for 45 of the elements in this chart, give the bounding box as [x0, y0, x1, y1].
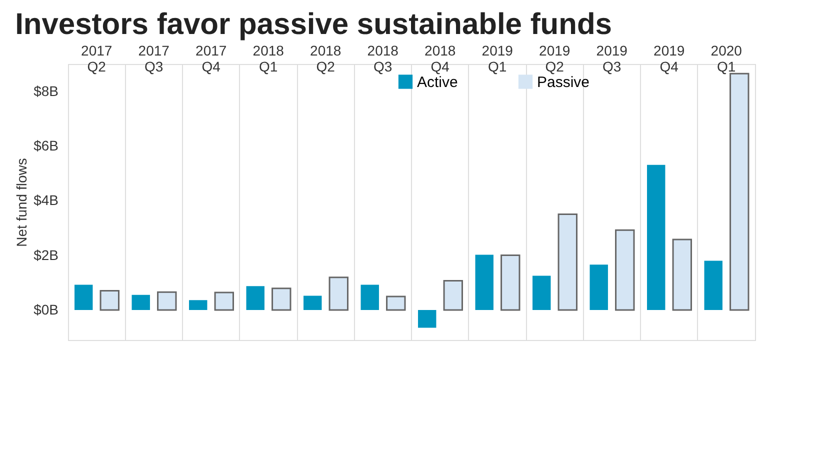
x-tick-label: 2017 Q2	[81, 42, 112, 74]
bar	[189, 300, 208, 310]
bar	[532, 276, 551, 310]
x-tick-label: 2019 Q4	[654, 42, 685, 74]
bar	[304, 296, 322, 310]
bar	[328, 276, 348, 311]
bar	[672, 238, 692, 311]
bar	[615, 229, 635, 311]
legend-label: Passive	[537, 74, 590, 91]
bar	[704, 260, 722, 310]
chart-title: Investors favor passive sustainable funds	[15, 8, 612, 41]
bar	[730, 72, 750, 311]
bar	[246, 286, 264, 310]
x-tick-label: 2019 Q2	[539, 42, 570, 74]
y-tick-label: $6B	[34, 137, 58, 154]
bar	[475, 254, 494, 310]
bar	[386, 296, 406, 311]
y-axis-title: Net fund flows	[14, 158, 30, 247]
x-tick-label: 2019 Q3	[596, 42, 628, 74]
bar	[272, 288, 292, 311]
y-tick-label: $0B	[34, 301, 58, 318]
x-tick-label: 2018 Q3	[367, 42, 399, 74]
x-tick-label: 2020 Q1	[710, 42, 742, 74]
x-tick-label: 2018 Q1	[252, 42, 284, 74]
bar	[100, 290, 120, 311]
bar	[443, 280, 463, 311]
bar	[214, 292, 234, 311]
bar	[500, 254, 520, 311]
x-tick-label: 2019 Q1	[482, 42, 514, 74]
y-tick-label: $4B	[34, 192, 58, 208]
x-tick-label: 2018 Q4	[424, 42, 456, 74]
bar	[647, 164, 666, 310]
bar	[157, 291, 177, 311]
x-tick-label: 2018 Q2	[310, 42, 342, 74]
y-tick-label: $8B	[34, 82, 58, 99]
bar	[590, 264, 608, 310]
bar	[418, 310, 436, 328]
bar	[132, 294, 150, 310]
bar	[558, 214, 578, 311]
legend-label: Active	[417, 74, 458, 91]
x-tick-label: 2017 Q3	[138, 42, 170, 74]
y-tick-label: $2B	[34, 246, 58, 263]
bar	[74, 284, 93, 310]
bar	[360, 284, 379, 310]
x-tick-label: 2017 Q4	[196, 42, 227, 74]
